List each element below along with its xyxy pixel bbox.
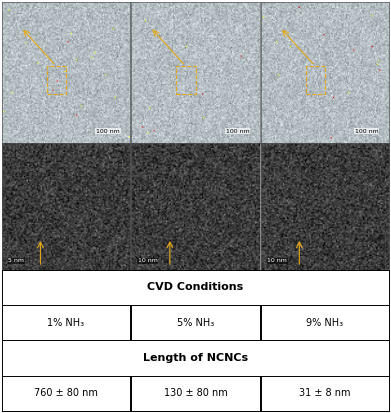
Text: 100 nm: 100 nm [96,128,120,133]
Text: Length of NCNCs: Length of NCNCs [143,353,248,363]
Text: 100 nm: 100 nm [226,128,249,133]
Text: 5% NH₃: 5% NH₃ [177,318,214,328]
Text: 760 ± 80 nm: 760 ± 80 nm [34,388,98,398]
Text: 31 ± 8 nm: 31 ± 8 nm [299,388,351,398]
Text: 10 nm: 10 nm [138,258,158,263]
Text: 5 nm: 5 nm [8,258,24,263]
Text: CVD Conditions: CVD Conditions [147,282,244,292]
Text: 1% NH₃: 1% NH₃ [47,318,84,328]
Text: 9% NH₃: 9% NH₃ [307,318,344,328]
Text: 130 ± 80 nm: 130 ± 80 nm [163,388,228,398]
Text: 100 nm: 100 nm [355,128,379,133]
Text: 10 nm: 10 nm [267,258,287,263]
